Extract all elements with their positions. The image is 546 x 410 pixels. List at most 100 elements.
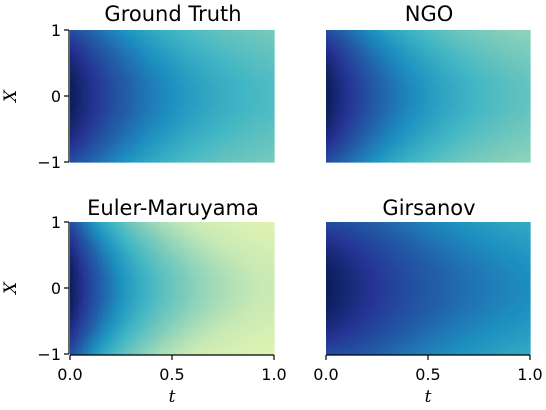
heatmap-cell bbox=[130, 99, 134, 103]
heatmap-cell bbox=[169, 93, 173, 97]
heatmap-cell bbox=[85, 99, 89, 103]
heatmap-cell bbox=[259, 93, 263, 97]
heatmap-cell bbox=[449, 105, 453, 109]
heatmap-cell bbox=[256, 114, 260, 118]
heatmap-cell bbox=[91, 102, 95, 106]
heatmap-cell bbox=[262, 90, 266, 94]
heatmap-cell bbox=[371, 39, 375, 43]
heatmap-cell bbox=[410, 90, 414, 94]
heatmap-cell bbox=[193, 36, 197, 40]
heatmap-cell bbox=[250, 51, 254, 55]
heatmap-cell bbox=[154, 126, 158, 130]
heatmap-cell bbox=[265, 81, 269, 85]
heatmap-cell bbox=[115, 87, 119, 91]
heatmap-cell bbox=[452, 105, 456, 109]
heatmap-cell bbox=[398, 30, 402, 34]
heatmap-cell bbox=[265, 108, 269, 112]
heatmap-cell bbox=[190, 150, 194, 154]
heatmap-cell bbox=[506, 78, 510, 82]
heatmap-cell bbox=[199, 153, 203, 157]
heatmap-cell bbox=[181, 54, 185, 58]
heatmap-cell bbox=[187, 111, 191, 115]
heatmap-cell bbox=[220, 114, 224, 118]
heatmap-cell bbox=[262, 48, 266, 52]
heatmap-cell bbox=[238, 120, 242, 124]
heatmap-cell bbox=[127, 30, 131, 34]
heatmap-cell bbox=[73, 84, 77, 88]
heatmap-cell bbox=[220, 90, 224, 94]
heatmap-cell bbox=[344, 66, 348, 70]
heatmap-cell bbox=[70, 81, 74, 85]
heatmap-cell bbox=[214, 33, 218, 37]
heatmap-cell bbox=[473, 54, 477, 58]
heatmap-cell bbox=[151, 33, 155, 37]
heatmap-cell bbox=[437, 30, 441, 34]
heatmap-cell bbox=[178, 84, 182, 88]
heatmap-cell bbox=[271, 75, 275, 79]
heatmap-cell bbox=[199, 78, 203, 82]
heatmap-cell bbox=[169, 36, 173, 40]
heatmap-cell bbox=[413, 90, 417, 94]
heatmap-cell bbox=[85, 54, 89, 58]
heatmap-cell bbox=[425, 51, 429, 55]
heatmap-cell bbox=[262, 69, 266, 73]
heatmap-cell bbox=[467, 33, 471, 37]
heatmap-cell bbox=[524, 93, 528, 97]
heatmap-cell bbox=[181, 30, 185, 34]
heatmap-cell bbox=[232, 123, 236, 127]
heatmap-cell bbox=[446, 42, 450, 46]
heatmap-cell bbox=[398, 39, 402, 43]
heatmap-cell bbox=[124, 141, 128, 145]
heatmap-cell bbox=[217, 144, 221, 148]
heatmap-cell bbox=[422, 75, 426, 79]
heatmap-cell bbox=[500, 69, 504, 73]
heatmap-cell bbox=[148, 117, 152, 121]
heatmap-cell bbox=[163, 84, 167, 88]
heatmap-cell bbox=[82, 81, 86, 85]
heatmap-cell bbox=[371, 51, 375, 55]
heatmap-cell bbox=[196, 150, 200, 154]
heatmap-cell bbox=[109, 102, 113, 106]
heatmap-cell bbox=[103, 93, 107, 97]
heatmap-cell bbox=[262, 33, 266, 37]
heatmap-cell bbox=[187, 120, 191, 124]
heatmap-cell bbox=[518, 108, 522, 112]
heatmap-cell bbox=[121, 129, 125, 133]
heatmap-cell bbox=[88, 87, 92, 91]
heatmap-cell bbox=[467, 48, 471, 52]
heatmap-cell bbox=[446, 99, 450, 103]
heatmap-cell bbox=[404, 39, 408, 43]
heatmap-cell bbox=[238, 81, 242, 85]
heatmap-cell bbox=[172, 66, 176, 70]
heatmap-cell bbox=[250, 81, 254, 85]
heatmap-cell bbox=[353, 63, 357, 67]
heatmap-cell bbox=[353, 42, 357, 46]
heatmap-cell bbox=[112, 138, 116, 142]
heatmap-cell bbox=[175, 45, 179, 49]
heatmap-cell bbox=[127, 96, 131, 100]
heatmap-cell bbox=[353, 45, 357, 49]
heatmap-cell bbox=[208, 147, 212, 151]
heatmap-cell bbox=[422, 111, 426, 115]
heatmap-cell bbox=[362, 84, 366, 88]
heatmap-cell bbox=[467, 72, 471, 76]
heatmap-cell bbox=[79, 51, 83, 55]
heatmap-cell bbox=[419, 81, 423, 85]
heatmap-cell bbox=[103, 51, 107, 55]
heatmap-cell bbox=[151, 102, 155, 106]
heatmap-cell bbox=[202, 57, 206, 61]
heatmap-cell bbox=[262, 78, 266, 82]
heatmap-cell bbox=[142, 72, 146, 76]
heatmap-cell bbox=[356, 66, 360, 70]
heatmap-cell bbox=[193, 84, 197, 88]
heatmap-cell bbox=[193, 156, 197, 160]
heatmap-cell bbox=[509, 63, 513, 67]
heatmap-cell bbox=[169, 138, 173, 142]
heatmap-cell bbox=[401, 111, 405, 115]
heatmap-cell bbox=[491, 81, 495, 85]
heatmap-cell bbox=[413, 33, 417, 37]
heatmap-cell bbox=[235, 57, 239, 61]
heatmap-cell bbox=[482, 33, 486, 37]
heatmap-cell bbox=[347, 36, 351, 40]
heatmap-cell bbox=[506, 72, 510, 76]
